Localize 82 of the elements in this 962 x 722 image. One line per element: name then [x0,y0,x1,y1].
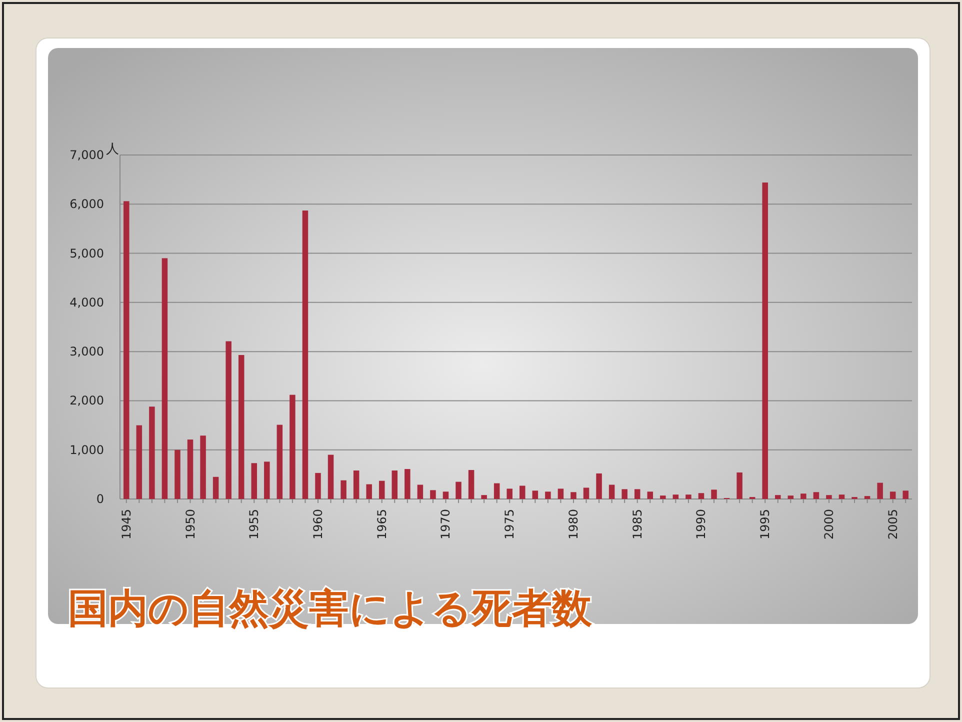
x-tick-label: 1945 [119,509,134,540]
bar [711,490,717,499]
bar [264,462,270,499]
bar [520,486,526,499]
bar [647,492,654,499]
y-tick-label: 5,000 [70,246,104,260]
bar [532,490,538,499]
bar [774,495,781,499]
bar [353,470,360,499]
bar [481,495,487,499]
x-tick-label: 1955 [247,509,262,540]
y-axis-title: 人 [106,142,119,157]
bar [404,469,410,499]
bar [660,496,666,499]
bar [890,492,896,499]
x-tick-label: 1975 [502,509,517,540]
bar [162,258,168,499]
bar [583,488,590,499]
bar [430,490,436,499]
bar [328,454,334,499]
bar [736,472,742,499]
bar [251,463,258,499]
y-tick-label: 0 [96,492,104,506]
bar [392,470,398,499]
x-tick-label: 2000 [822,509,836,540]
bar [378,480,385,499]
bar [200,436,206,499]
x-tick-label: 1950 [183,509,198,540]
bar [212,476,219,499]
y-tick-label: 6,000 [70,197,104,212]
bar [124,201,130,499]
x-tick-label: 1965 [374,509,389,540]
bar [788,496,794,499]
x-tick-label: 1990 [694,509,708,540]
bar [558,488,564,499]
bar [622,489,628,499]
bar [290,394,296,499]
y-tick-label: 1,000 [70,442,104,457]
bar [672,494,679,499]
bar [877,482,883,499]
y-tick-label: 4,000 [70,295,104,310]
bar [315,472,321,499]
bar [902,490,908,499]
bar [570,492,576,499]
bar [634,489,640,499]
y-tick-label: 2,000 [70,394,104,408]
bar [686,494,692,499]
bar [174,450,180,499]
x-tick-label: 2005 [886,509,900,540]
bar [417,484,424,499]
bar [838,494,845,499]
bar [813,492,820,499]
y-tick-label: 7,000 [70,148,104,162]
bar [149,406,155,499]
x-tick-label: 1985 [630,509,644,540]
bar [494,483,500,499]
bar [302,210,308,499]
bar [456,482,462,499]
bar [340,480,346,499]
bar [608,484,615,499]
bar [136,425,142,499]
x-tick-label: 1970 [438,509,453,540]
bar [698,493,704,499]
x-tick-label: 1995 [758,509,772,540]
bar [506,488,512,499]
bar [366,484,372,499]
bar [596,473,602,499]
y-tick-label: 3,000 [70,344,104,359]
bar [442,492,449,499]
bar [545,492,551,499]
x-tick-label: 1980 [566,509,580,540]
x-tick-label: 1960 [311,509,325,540]
bar [468,470,474,499]
bar [238,355,244,499]
text: 国内の自然災害による死者数 [68,586,593,632]
bar [187,440,194,499]
bar [826,495,832,499]
bar [864,496,870,499]
bar [226,341,232,499]
bar [800,494,806,499]
bar [276,424,283,499]
bar [762,182,768,499]
